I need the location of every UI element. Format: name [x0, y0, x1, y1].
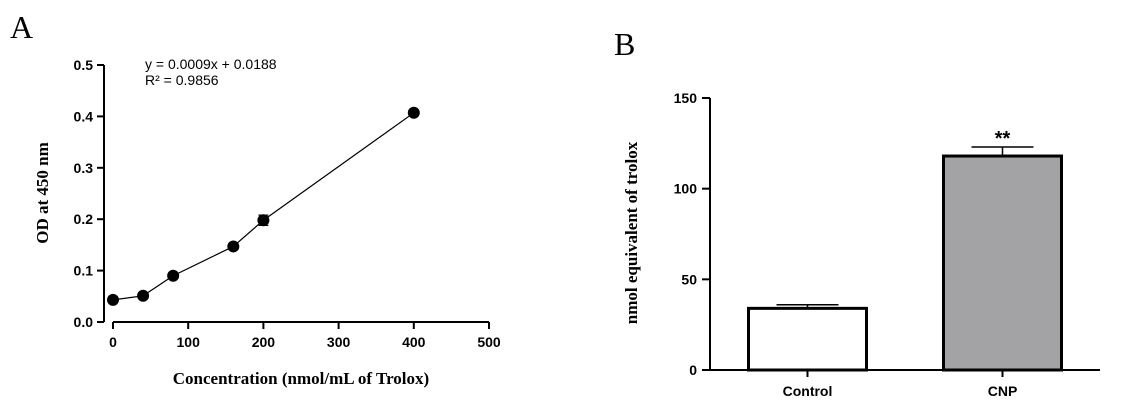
panel-a-y-tick-label: 0.0	[74, 314, 94, 330]
panel-b-bars: Control CNP **	[747, 128, 1063, 399]
panel-b-bar-chart: B 0 50 100 150 Control CNP ** nmol equivalent…	[614, 26, 1100, 399]
panel-a-data-point	[107, 293, 119, 306]
panel-b-y-ticks: 0 50 100 150	[674, 90, 710, 378]
panel-a-x-tick-label: 200	[252, 334, 276, 350]
panel-a-y-axis-title: OD at 450 nm	[33, 142, 52, 244]
panel-a-equation: y = 0.0009x + 0.0188	[145, 56, 277, 72]
panel-a-y-tick-label: 0.1	[74, 263, 94, 279]
panel-a-x-tick-label: 100	[177, 334, 201, 350]
panel-a-series	[107, 106, 420, 306]
panel-a-scatter-chart: A 0 100 200 300 400 500 0.0 0.1 0.2 0.3 0.4 0.5 y …	[10, 9, 501, 388]
panel-b-y-axis-title: nmol equivalent of trolox	[622, 141, 641, 324]
panel-a-x-tick-label: 300	[327, 334, 351, 350]
panel-b-y-tick-label: 50	[681, 271, 697, 287]
panel-a-x-axis-title: Concentration (nmol/mL of Trolox)	[173, 369, 429, 388]
panel-a-data-point	[227, 240, 240, 253]
panel-a-x-ticks: 0 100 200 300 400 500	[109, 322, 501, 350]
panel-a-y-tick-label: 0.5	[74, 57, 94, 73]
panel-a-x-tick-label: 500	[477, 334, 501, 350]
panel-a-data-point	[257, 214, 270, 227]
panel-a-y-ticks: 0.0 0.1 0.2 0.3 0.4 0.5	[74, 57, 104, 330]
panel-a-data-point	[167, 269, 180, 282]
panel-a-y-tick-label: 0.2	[74, 211, 94, 227]
panel-a-y-tick-label: 0.3	[74, 160, 94, 176]
panel-b-letter: B	[614, 26, 635, 62]
panel-b-significance-label: **	[995, 128, 1011, 150]
panel-b-bar-cnp	[942, 154, 1063, 372]
panel-a-x-tick-label: 400	[402, 334, 426, 350]
panel-a-series-line	[112, 112, 415, 301]
panel-a-x-tick-label: 0	[109, 334, 117, 350]
panel-a-data-point	[137, 289, 150, 302]
panel-a-data-point	[407, 106, 420, 119]
panel-b-y-tick-label: 100	[674, 181, 698, 197]
panel-a-y-tick-label: 0.4	[74, 108, 94, 124]
panel-b-x-tick-label: CNP	[988, 383, 1018, 399]
panel-a-r-squared: R² = 0.9856	[145, 72, 219, 88]
panel-a-letter: A	[10, 9, 33, 45]
panel-b-y-tick-label: 150	[674, 90, 698, 106]
panel-b-bar-control	[747, 306, 868, 372]
panel-b-y-tick-label: 0	[689, 362, 697, 378]
panel-b-x-tick-label: Control	[783, 383, 833, 399]
